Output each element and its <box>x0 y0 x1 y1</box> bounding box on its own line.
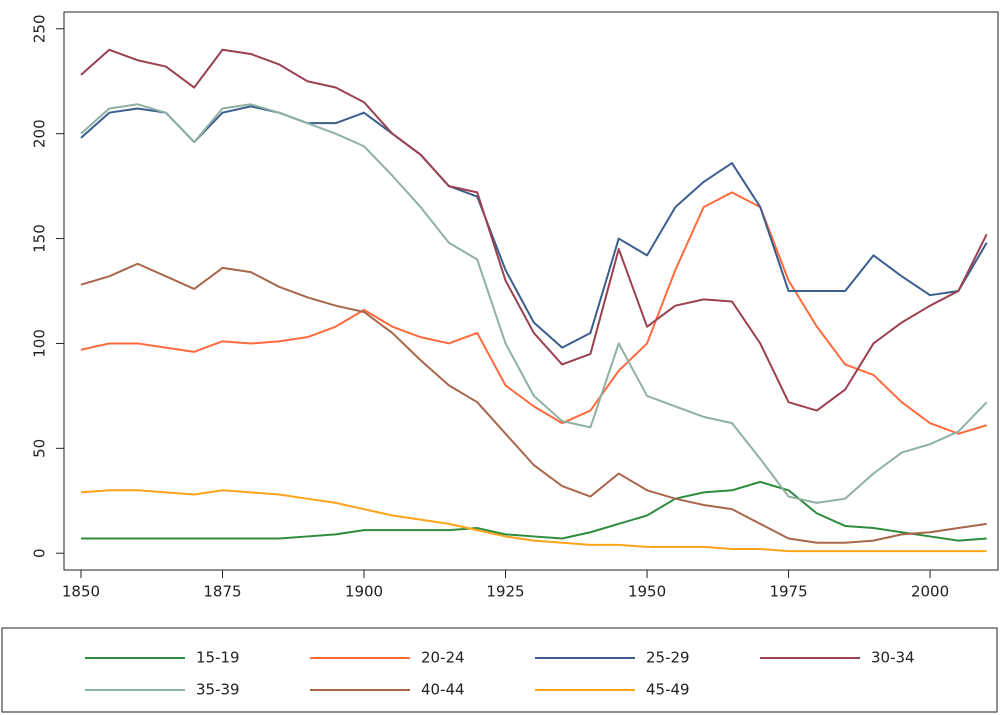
legend-label: 40-44 <box>421 681 465 699</box>
legend-label: 45-49 <box>646 681 690 699</box>
legend-label: 25-29 <box>646 649 690 667</box>
x-tick-label: 1875 <box>203 583 241 601</box>
x-tick-label: 1925 <box>486 583 524 601</box>
legend-label: 30-34 <box>871 649 915 667</box>
series-line <box>80 480 987 542</box>
legend-box <box>1 627 998 713</box>
x-tick-label: 1900 <box>345 583 383 601</box>
x-tick-label: 1950 <box>628 583 666 601</box>
series-line <box>80 191 987 435</box>
y-tick-label: 100 <box>31 329 49 358</box>
y-tick-label: 0 <box>31 548 49 558</box>
y-tick-label: 250 <box>31 14 49 43</box>
series-line <box>80 262 987 544</box>
x-tick-label: 1975 <box>769 583 807 601</box>
y-tick-label: 150 <box>31 224 49 253</box>
series-line <box>80 105 988 349</box>
legend-label: 20-24 <box>421 649 465 667</box>
series-line <box>80 489 987 553</box>
plot-frame <box>63 11 999 571</box>
series-line <box>80 48 988 412</box>
legend-label: 15-19 <box>196 649 240 667</box>
y-tick-label: 50 <box>31 439 49 458</box>
x-tick-label: 1850 <box>62 583 100 601</box>
y-tick-label: 200 <box>31 119 49 148</box>
x-tick-label: 2000 <box>911 583 949 601</box>
legend-label: 35-39 <box>196 681 240 699</box>
series-line <box>80 103 988 504</box>
